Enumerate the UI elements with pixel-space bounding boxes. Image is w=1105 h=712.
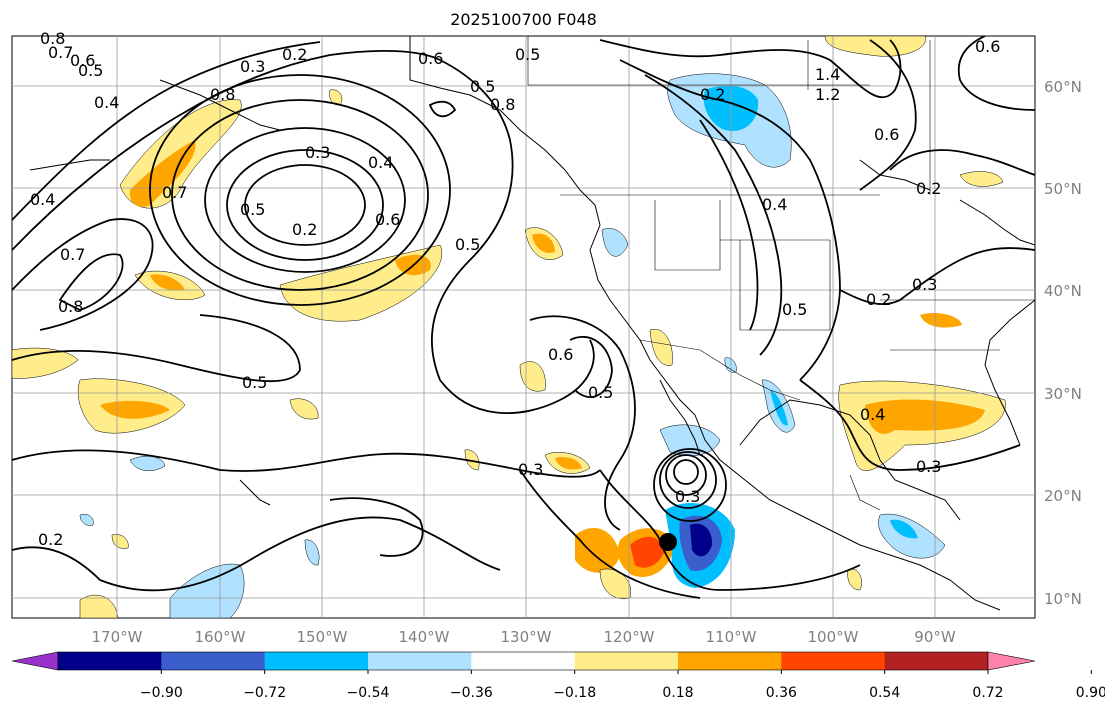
- lat-label: 40°N: [1044, 282, 1082, 300]
- lon-label: 140°W: [399, 628, 450, 646]
- contour-label: 0.4: [94, 93, 119, 112]
- contour-label: 0.2: [38, 530, 63, 549]
- longitude-labels: 170°W 160°W 150°W 140°W 130°W 120°W 110°…: [92, 628, 956, 646]
- lon-label: 150°W: [297, 628, 348, 646]
- colorbar-tick-label: −0.36: [450, 685, 493, 701]
- lat-label: 50°N: [1044, 180, 1082, 198]
- map-title: 2025100700 F048: [450, 10, 597, 29]
- contour-lines: [12, 36, 1035, 599]
- lat-label: 60°N: [1044, 78, 1082, 96]
- colorbar-tick-label: −0.90: [140, 685, 183, 701]
- colorbar-cell: [884, 652, 989, 670]
- contour-label: 0.3: [912, 275, 937, 294]
- contour-label: 0.5: [470, 77, 495, 96]
- colorbar-cell: [574, 652, 679, 670]
- contour-label: 0.3: [305, 143, 330, 162]
- lon-label: 90°W: [914, 628, 956, 646]
- colorbar-cell: [264, 652, 369, 670]
- contour-label: 0.8: [490, 95, 515, 114]
- contour-label: 1.2: [815, 85, 840, 104]
- lon-label: 120°W: [604, 628, 655, 646]
- contour-label: 0.4: [30, 190, 55, 209]
- contour-label: 0.4: [368, 153, 393, 172]
- contour-label: 0.6: [375, 210, 400, 229]
- contour-label: 0.3: [240, 57, 265, 76]
- contour-label: 0.4: [860, 405, 885, 424]
- political-borders: [527, 36, 1035, 511]
- colorbar-tick-label: 0.90: [1076, 685, 1105, 701]
- contour-label-group: 0.8 0.7 0.6 0.5 0.4 0.3 0.2 0.8 0.7 0.6 …: [30, 29, 1000, 549]
- latitude-labels: 60°N 50°N 40°N 30°N 20°N 10°N: [1044, 78, 1082, 608]
- colorbar-cell: [471, 652, 576, 670]
- contour-label: 0.7: [162, 183, 187, 202]
- lon-label: 160°W: [195, 628, 246, 646]
- graticule: [12, 36, 1035, 618]
- contour-label: 0.2: [916, 179, 941, 198]
- contour-label: 0.3: [675, 487, 700, 506]
- coastlines: [29, 36, 1035, 611]
- contour-label: 1.4: [815, 65, 840, 84]
- colorbar-cell: [161, 652, 266, 670]
- shaded-negative-patches: [79, 73, 946, 618]
- contour-label: 0.5: [515, 45, 540, 64]
- colorbar-tick-label: 0.54: [869, 685, 900, 701]
- contour-label: 0.3: [916, 457, 941, 476]
- colorbar-cell: [58, 652, 162, 670]
- contour-label: 0.8: [40, 29, 65, 48]
- colorbar-tick-label: −0.54: [347, 685, 390, 701]
- colorbar-tick-label: −0.72: [243, 685, 286, 701]
- colorbar-cell: [781, 652, 886, 670]
- lon-label: 100°W: [808, 628, 859, 646]
- colorbar-tick-label: 0.18: [662, 685, 693, 701]
- colorbar-tick-label: 0.72: [972, 685, 1003, 701]
- lat-label: 30°N: [1044, 385, 1082, 403]
- colorbar-cell: [678, 652, 782, 670]
- contour-label: 0.2: [282, 45, 307, 64]
- contour-label: 0.6: [418, 49, 443, 68]
- contour-label: 0.5: [78, 61, 103, 80]
- lon-label: 130°W: [501, 628, 552, 646]
- colorbar-low-extend: [11, 651, 59, 671]
- contour-label: 0.6: [975, 37, 1000, 56]
- contour-label: 0.6: [548, 345, 573, 364]
- colorbar-cell: [368, 652, 472, 670]
- colorbar: −0.90 −0.72 −0.54 −0.36 −0.18 0.18 0.36 0.54 0.7…: [11, 651, 1105, 701]
- contour-label: 0.4: [762, 195, 787, 214]
- contour-label: 0.2: [700, 85, 725, 104]
- contour-label: 0.5: [455, 235, 480, 254]
- lat-label: 20°N: [1044, 487, 1082, 505]
- lon-label: 110°W: [706, 628, 757, 646]
- colorbar-high-extend: [987, 651, 1036, 671]
- contour-label: 0.8: [58, 297, 83, 316]
- contour-label: 0.5: [782, 300, 807, 319]
- lat-label: 10°N: [1044, 590, 1082, 608]
- lon-label: 170°W: [92, 628, 143, 646]
- cyclone-center-marker: [659, 533, 677, 551]
- contour-label: 0.8: [210, 85, 235, 104]
- contour-label: 0.5: [240, 200, 265, 219]
- contour-label: 0.3: [518, 460, 543, 479]
- colorbar-tick-label: −0.18: [553, 685, 596, 701]
- contour-label: 0.7: [48, 43, 73, 62]
- contour-label: 0.2: [292, 220, 317, 239]
- contour-label: 0.6: [70, 51, 95, 70]
- contour-label: 0.5: [242, 373, 267, 392]
- colorbar-tick-label: 0.36: [766, 685, 797, 701]
- contour-label: 0.2: [866, 290, 891, 309]
- contour-label: 0.7: [60, 245, 85, 264]
- contour-label: 0.5: [588, 383, 613, 402]
- contour-label: 0.6: [874, 125, 899, 144]
